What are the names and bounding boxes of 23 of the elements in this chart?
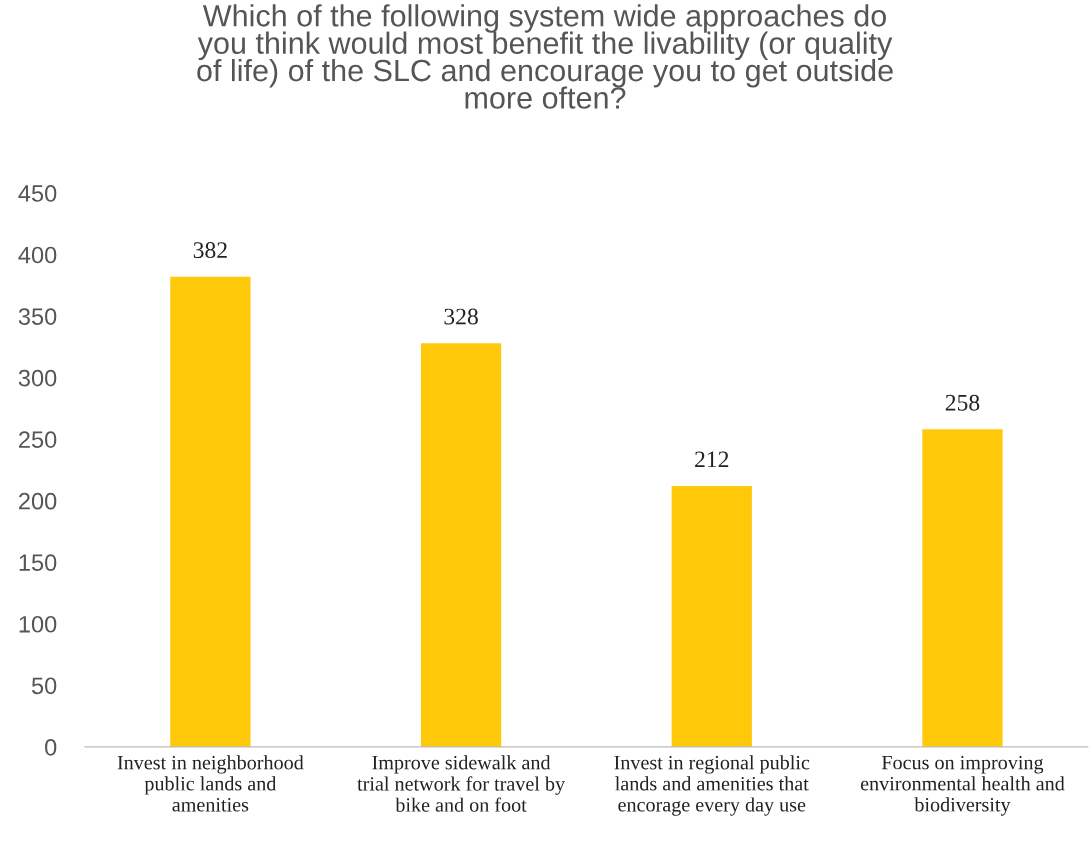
x-tick-label: Focus on improving environmental health and biodiversity xyxy=(860,755,1065,816)
y-tick-label: 450 xyxy=(18,185,57,202)
y-tick-label: 200 xyxy=(19,492,57,510)
y-tick-label: 0 xyxy=(45,738,57,756)
y-tick-label: 300 xyxy=(18,369,57,387)
data-label: 258 xyxy=(945,394,980,411)
y-tick-label: 400 xyxy=(18,246,57,264)
y-tick-label: 350 xyxy=(18,308,57,325)
bar xyxy=(420,343,502,747)
bar xyxy=(922,429,1003,747)
x-tick-label: Invest in neighborhood public lands and amenities xyxy=(117,755,304,812)
x-tick-label: Invest in regional public lands and amenities that encorage every day use xyxy=(614,755,810,816)
y-tick-label: 150 xyxy=(19,554,57,572)
data-label: 328 xyxy=(444,308,478,325)
bar xyxy=(170,276,251,747)
data-label: 212 xyxy=(695,451,729,468)
data-label: 382 xyxy=(193,242,227,259)
y-tick-label: 50 xyxy=(31,677,57,695)
y-tick-label: 100 xyxy=(19,615,57,633)
bar xyxy=(671,485,752,747)
y-tick-label: 250 xyxy=(19,431,57,448)
chart-title: Which of the following system wide approaches do you think would most benefit the livability (or quality of life) of the SLC and encourage you to get outside more often? xyxy=(197,4,893,109)
x-tick-label: Improve sidewalk and trial network for travel by bike and on foot xyxy=(357,755,566,812)
